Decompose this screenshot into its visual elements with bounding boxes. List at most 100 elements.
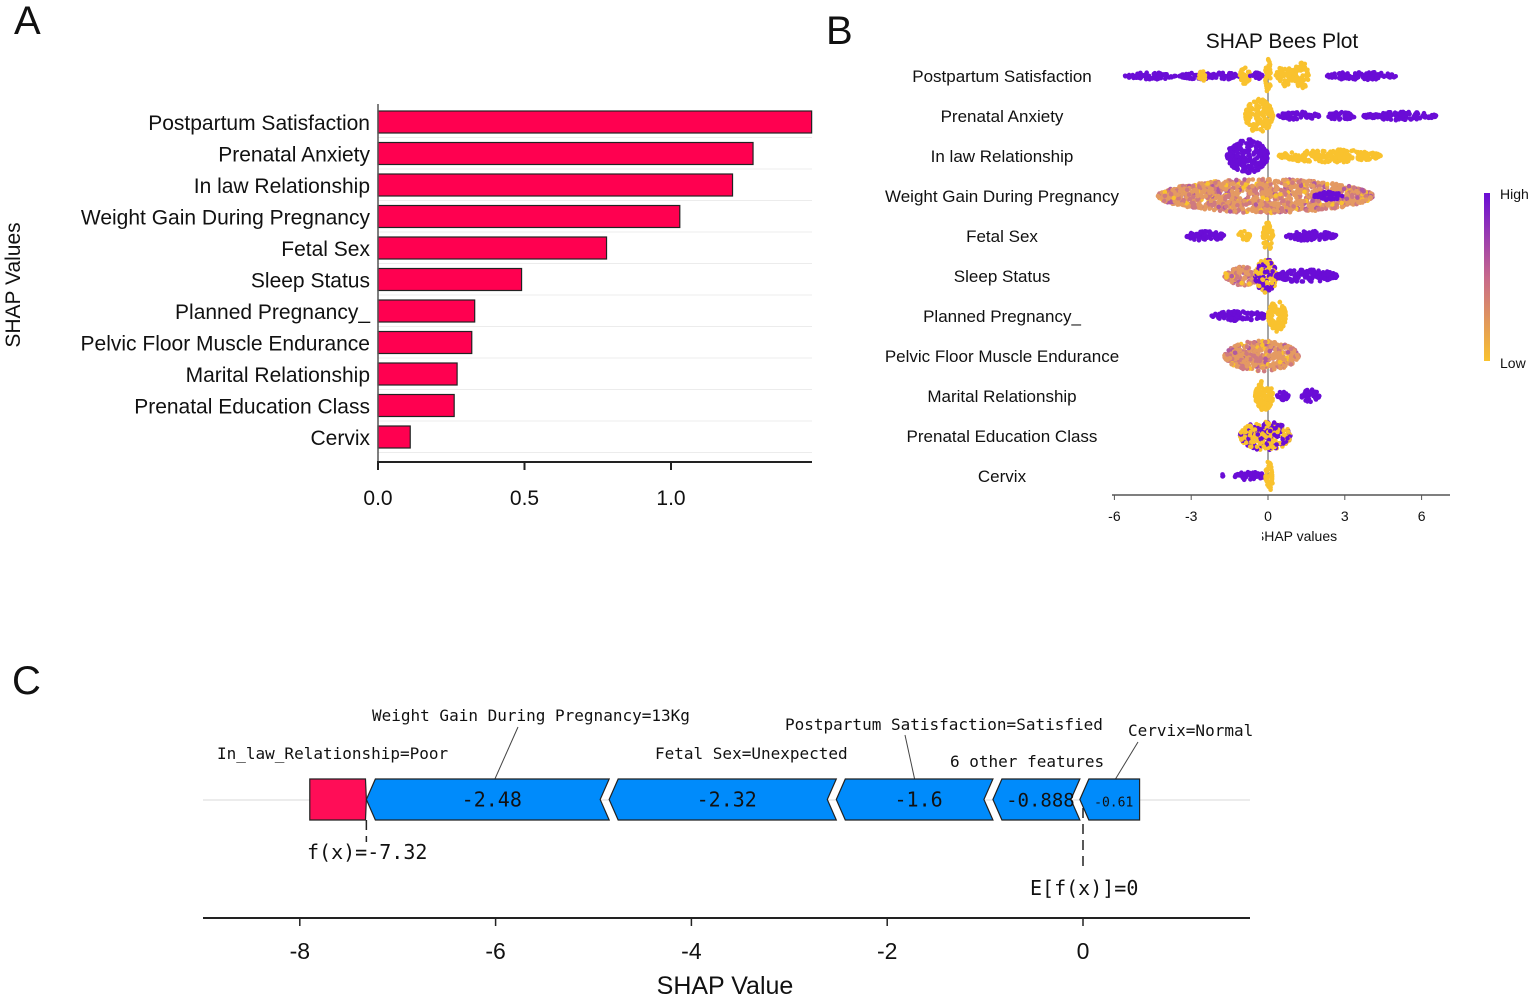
data-point <box>1231 267 1237 272</box>
data-point <box>1316 198 1321 204</box>
data-point <box>1261 225 1267 230</box>
data-point <box>1333 155 1338 161</box>
data-point <box>1277 299 1283 305</box>
data-point <box>1281 428 1286 434</box>
data-point <box>1239 67 1244 73</box>
data-point <box>1122 73 1128 79</box>
data-point <box>1262 123 1268 128</box>
data-point <box>1213 180 1218 186</box>
data-point <box>1192 72 1197 78</box>
x-tick-label: -8 <box>290 938 310 964</box>
data-point <box>1246 207 1251 212</box>
data-point <box>1260 342 1265 348</box>
data-point <box>1260 190 1265 195</box>
data-point <box>1278 187 1284 193</box>
data-point <box>1237 196 1243 201</box>
data-point <box>1207 73 1212 78</box>
data-point <box>1274 208 1280 213</box>
data-point <box>1242 177 1247 182</box>
data-point <box>1294 272 1300 277</box>
data-point <box>1274 442 1279 447</box>
data-point <box>1248 430 1253 435</box>
data-point <box>1236 207 1241 213</box>
data-point <box>1252 311 1257 317</box>
x-tick-label: 3 <box>1341 508 1349 524</box>
data-point <box>1245 178 1251 184</box>
data-point <box>1334 181 1339 187</box>
category-label: In law Relationship <box>194 175 370 198</box>
data-point <box>1250 159 1256 165</box>
data-point <box>1226 199 1231 205</box>
data-point <box>1248 477 1253 482</box>
x-tick-label: 0.0 <box>363 487 392 510</box>
data-point <box>1220 473 1226 479</box>
data-point <box>1354 75 1360 81</box>
feature-label: Prenatal Anxiety <box>941 107 1064 126</box>
data-point <box>1323 230 1329 235</box>
data-point <box>1235 142 1241 147</box>
data-point <box>1270 398 1275 403</box>
category-label: Marital Relationship <box>186 364 370 387</box>
data-point <box>1241 210 1246 215</box>
data-point <box>1230 145 1235 150</box>
data-point <box>1289 150 1295 155</box>
data-point <box>1345 200 1351 206</box>
data-point <box>1265 112 1271 117</box>
data-point <box>1275 342 1280 348</box>
data-point <box>1245 194 1251 200</box>
data-point <box>1229 279 1234 285</box>
category-label: Prenatal Education Class <box>134 396 370 419</box>
bar <box>377 393 455 418</box>
data-point <box>1351 185 1357 190</box>
data-point <box>1163 76 1168 81</box>
data-point <box>1322 196 1328 202</box>
data-point <box>1372 155 1377 160</box>
data-point <box>1286 193 1292 199</box>
data-point <box>1299 206 1304 211</box>
data-point <box>1254 207 1259 213</box>
data-point <box>1258 209 1264 215</box>
data-point <box>1134 72 1140 78</box>
data-point <box>1265 203 1270 208</box>
data-point <box>1271 420 1277 425</box>
data-point <box>1313 230 1318 236</box>
data-point <box>1235 282 1241 288</box>
data-point <box>1306 276 1311 282</box>
data-point <box>1339 109 1344 115</box>
data-point <box>1168 74 1174 79</box>
data-point <box>1234 149 1240 154</box>
data-point <box>1298 183 1304 189</box>
category-label: Weight Gain During Pregnancy <box>81 207 371 230</box>
data-point <box>1288 232 1294 238</box>
data-point <box>1232 74 1237 80</box>
data-point <box>1294 116 1300 122</box>
data-point <box>1318 235 1324 240</box>
data-point <box>1359 187 1365 193</box>
data-point <box>1199 181 1205 186</box>
data-point <box>1337 186 1343 192</box>
data-point <box>1243 440 1249 446</box>
data-point <box>1250 106 1255 112</box>
data-point <box>1245 272 1251 277</box>
data-point <box>1263 259 1268 265</box>
data-point <box>1317 157 1323 162</box>
data-point <box>1266 265 1272 270</box>
data-point <box>1213 75 1219 80</box>
data-point <box>1279 390 1285 396</box>
bar <box>377 425 411 449</box>
data-point <box>1168 191 1174 197</box>
data-point <box>1280 437 1285 442</box>
data-point <box>1245 150 1250 155</box>
data-point <box>1284 234 1289 240</box>
data-point <box>1268 75 1273 81</box>
data-point <box>1265 482 1270 488</box>
data-point <box>1262 245 1268 250</box>
data-point <box>1251 340 1257 345</box>
data-point <box>1235 203 1240 208</box>
data-point <box>1239 181 1245 186</box>
data-point <box>1227 356 1233 361</box>
data-point <box>1275 201 1281 206</box>
data-point <box>1339 204 1345 210</box>
data-point <box>1234 153 1240 159</box>
data-point <box>1238 430 1244 435</box>
